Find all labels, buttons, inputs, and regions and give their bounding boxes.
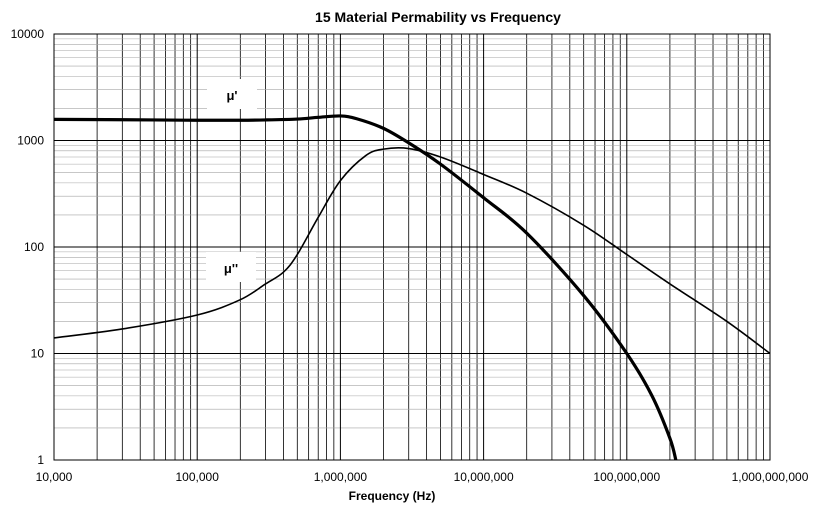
- chart-title: 15 Material Permability vs Frequency: [315, 9, 561, 25]
- mu-prime-series-line: [54, 114, 678, 460]
- y-tick-label: 100: [24, 240, 44, 254]
- x-tick-label: 1,000,000: [314, 470, 368, 484]
- y-tick-label: 1000: [17, 134, 44, 148]
- mu-prime-label-box: [207, 79, 257, 109]
- y-tick-label: 1: [37, 453, 44, 467]
- plot-area-border: [53, 33, 771, 461]
- mu-double-prime-series-line: [54, 147, 770, 355]
- x-tick-label: 1,000,000,000: [732, 470, 809, 484]
- series-layer: [54, 114, 770, 460]
- y-tick-label: 10: [31, 347, 45, 361]
- x-tick-labels: 10,000 100,000 1,000,000 10,000,000 100,000,…: [36, 470, 809, 484]
- x-tick-label: 100,000: [176, 470, 220, 484]
- mu-double-prime-label: μ'': [224, 261, 238, 276]
- mu-prime-label: μ': [226, 88, 237, 103]
- y-tick-label: 10000: [11, 27, 45, 41]
- y-tick-labels: 1 10 100 1000 10000: [11, 27, 45, 467]
- x-tick-label: 10,000,000: [454, 470, 514, 484]
- series-labels: μ' μ'': [206, 79, 257, 282]
- x-axis-title: Frequency (Hz): [349, 489, 436, 503]
- mu-double-prime-label-box: [206, 252, 256, 282]
- x-tick-label: 10,000: [36, 470, 73, 484]
- x-tick-label: 100,000,000: [593, 470, 660, 484]
